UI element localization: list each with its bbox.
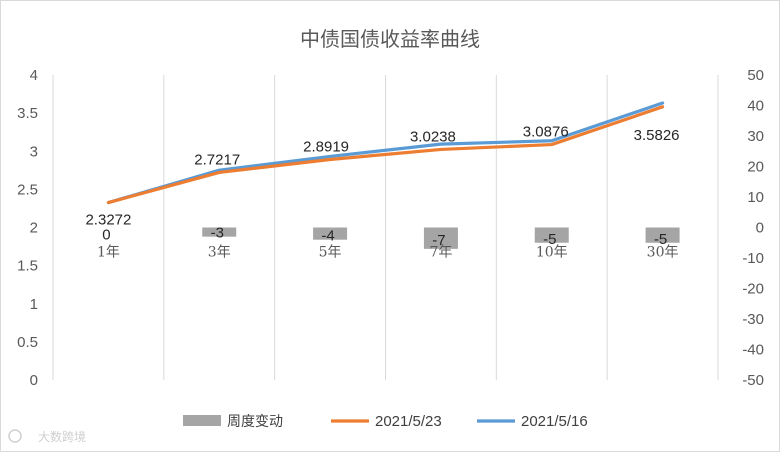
line-data-label: 2.7217 [194, 151, 240, 168]
bar-data-label: 0 [102, 227, 110, 244]
y-axis-left: 0 0.5 1 1.5 2 2.5 3 3.5 4 [17, 67, 38, 389]
legend-swatch-weekly-change [183, 415, 221, 426]
x-category-label: 3年 [208, 245, 231, 261]
bar-data-label: -4 [321, 228, 334, 245]
watermark: 大数跨境 [8, 429, 86, 444]
x-category-label: 7年 [429, 245, 452, 261]
y-right-tick-label: -40 [742, 342, 764, 359]
x-category-label: 1年 [97, 245, 120, 261]
y-left-tick-label: 0 [30, 372, 38, 389]
x-category-label: 30年 [647, 245, 679, 261]
legend-label-weekly-change: 周度变动 [227, 414, 283, 430]
line-data-label: 2.3272 [85, 212, 131, 229]
y-right-tick-label: 10 [747, 189, 764, 206]
y-right-tick-label: -10 [742, 250, 764, 267]
watermark-text: 大数跨境 [38, 429, 86, 444]
line-data-label: 2.8919 [303, 138, 349, 155]
bar-weekly-change [423, 227, 458, 249]
y-right-tick-label: -50 [742, 372, 764, 389]
x-axis-categories: 1年 3年 5年 7年 10年 30年 [97, 245, 679, 261]
data-labels: 2.3272 2.7217 2.8919 3.0238 3.0876 3.5826 0 -3 -… [85, 124, 679, 249]
y-right-tick-label: 30 [747, 128, 764, 145]
legend: 周度变动 2021/5/23 2021/5/16 [183, 413, 588, 430]
bar-weekly-change [202, 227, 237, 237]
chart-title: 中债国债收益率曲线 [300, 27, 480, 51]
y-right-tick-label: 20 [747, 159, 764, 176]
y-right-tick-label: 0 [756, 220, 764, 237]
y-left-tick-label: 2 [30, 220, 38, 237]
y-right-tick-label: 50 [747, 67, 764, 84]
y-axis-right: -50 -40 -30 -20 -10 0 10 20 30 40 50 [742, 67, 764, 389]
x-category-label: 5年 [319, 245, 342, 261]
line-series-2021-5-16 [106, 101, 665, 205]
bar-weekly-change [645, 227, 680, 243]
line-series-2021-5-23 [106, 105, 665, 205]
legend-label-2021-5-23: 2021/5/23 [375, 413, 442, 430]
y-left-tick-label: 1.5 [17, 258, 38, 275]
bar-data-label: -7 [432, 232, 445, 249]
line-data-label: 3.5826 [634, 127, 680, 144]
bar-weekly-change [313, 227, 348, 240]
watermark-icon [8, 429, 22, 443]
bar-series [202, 227, 680, 249]
line-data-label: 3.0238 [410, 128, 456, 145]
y-left-tick-label: 3.5 [17, 105, 38, 122]
bar-data-label: -5 [543, 231, 556, 248]
y-left-tick-label: 3 [30, 143, 38, 160]
y-right-tick-label: -30 [742, 311, 764, 328]
line-series [106, 101, 665, 205]
bar-data-label: -5 [654, 231, 667, 248]
y-right-tick-label: -20 [742, 281, 764, 298]
x-category-label: 10年 [536, 245, 568, 261]
line-data-label: 3.0876 [523, 124, 569, 141]
y-left-tick-label: 0.5 [17, 334, 38, 351]
grid [52, 75, 719, 380]
y-left-tick-label: 1 [30, 296, 38, 313]
y-left-tick-label: 2.5 [17, 181, 38, 198]
y-right-tick-label: 40 [747, 98, 764, 115]
legend-label-2021-5-16: 2021/5/16 [521, 413, 588, 430]
y-left-tick-label: 4 [30, 67, 38, 84]
bar-weekly-change [534, 227, 569, 243]
bar-data-label: -3 [211, 225, 224, 242]
